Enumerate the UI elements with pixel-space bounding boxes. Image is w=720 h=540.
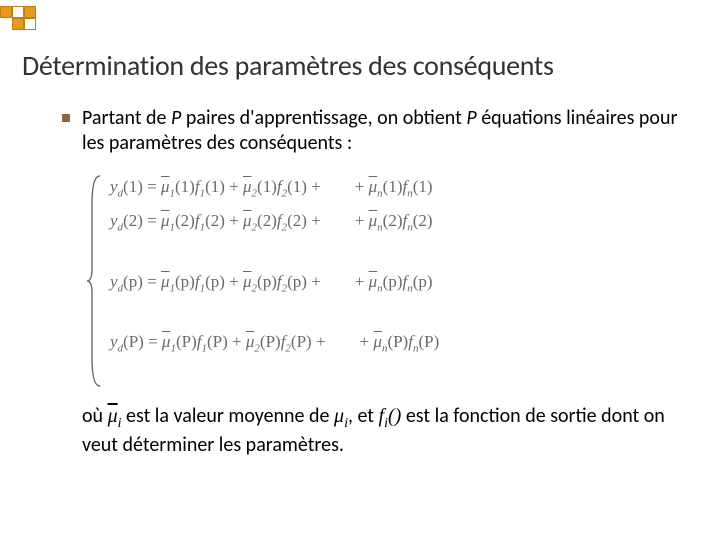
equation-line: yd(1) = μ1(1)f1(1) + μ2(1)f2(1) + + μn(1… [110, 178, 566, 199]
mu-i: μi [334, 405, 348, 427]
corner-logo [0, 0, 50, 40]
bullet-item: Partant de P paires d'apprentissage, on … [62, 106, 680, 156]
var-p: P [171, 106, 181, 130]
followup-text: où μi est la valeur moyenne de μi, et fi… [82, 404, 680, 458]
bullet-marker [62, 114, 70, 122]
equation-system: yd(1) = μ1(1)f1(1) + μ2(1)f2(1) + + μn(1… [86, 174, 566, 388]
text-fragment: est la valeur moyenne de [122, 404, 335, 428]
equation-line: yd(p) = μ1(p)f1(p) + μ2(p)f2(p) + + μn(p… [110, 273, 566, 294]
equation-vdots [110, 247, 566, 263]
mu-bar-i: μi [108, 405, 122, 427]
equation-line: yd(2) = μ1(2)f1(2) + μ2(2)f2(2) + + μn(2… [110, 212, 566, 233]
fi-func: fi() [379, 405, 402, 427]
content-area: Partant de P paires d'apprentissage, on … [62, 106, 680, 458]
slide-title: Détermination des paramètres des conséqu… [22, 48, 554, 83]
logo-square [0, 6, 12, 18]
equation-lines: yd(1) = μ1(1)f1(1) + μ2(1)f2(1) + + μn(1… [110, 178, 566, 394]
var-p: P [466, 106, 476, 130]
left-brace [86, 174, 104, 388]
logo-square [24, 6, 36, 18]
text-fragment: où [82, 404, 108, 428]
equation-line: yd(P) = μ1(P)f1(P) + μ2(P)f2(P) + + μn(P… [110, 333, 566, 354]
text-fragment: , et [348, 404, 379, 428]
text-fragment: paires d'apprentissage, on obtient [181, 106, 466, 130]
logo-square [12, 6, 24, 18]
equation-vdots [110, 307, 566, 323]
logo-square [12, 18, 24, 30]
logo-square [24, 18, 36, 30]
bullet-text: Partant de P paires d'apprentissage, on … [82, 106, 680, 156]
text-fragment: Partant de [82, 106, 171, 130]
equation-vdots [110, 368, 566, 384]
